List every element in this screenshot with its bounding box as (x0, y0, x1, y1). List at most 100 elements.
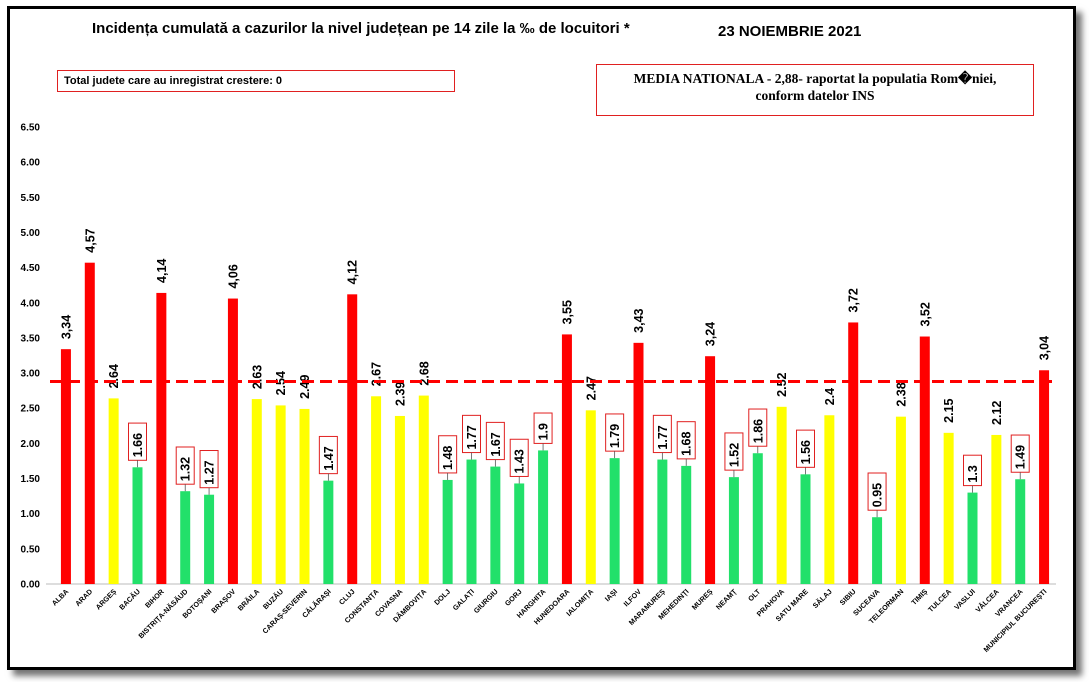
value-label: 0.95 (871, 483, 885, 507)
value-label: 2.12 (990, 401, 1004, 425)
value-label: 3,24 (704, 322, 718, 346)
value-label: 4,57 (83, 228, 97, 252)
bar (991, 434, 1002, 584)
value-label: 1.3 (966, 465, 980, 482)
bar (824, 415, 835, 584)
bar (776, 406, 787, 584)
category-label: GORJ (503, 587, 524, 608)
value-label: 2.39 (393, 382, 407, 406)
y-tick-label: 5.00 (21, 228, 41, 239)
bar (705, 356, 716, 584)
bar (275, 405, 286, 584)
value-label: 1.68 (680, 432, 694, 456)
bar (180, 491, 191, 584)
category-label: ARAD (73, 587, 94, 608)
bar (204, 494, 215, 584)
bar (752, 453, 763, 584)
bar (895, 416, 906, 584)
bar (394, 415, 405, 584)
value-label: 2.15 (942, 398, 956, 422)
bar (251, 399, 262, 584)
value-label: 1.52 (727, 443, 741, 467)
y-tick-label: 4.00 (21, 298, 41, 309)
value-label: 4,06 (226, 264, 240, 288)
bar (299, 408, 310, 584)
value-label: 1.43 (513, 449, 527, 473)
national-average-line1: MEDIA NATIONALA - 2,88- raportat la popu… (633, 71, 997, 86)
value-label: 3,52 (918, 302, 932, 326)
value-label: 1.49 (1014, 445, 1028, 469)
value-label: 3,55 (560, 300, 574, 324)
value-label: 2.64 (107, 364, 121, 388)
bar (681, 465, 692, 584)
bar (466, 459, 477, 584)
bar (1015, 479, 1026, 584)
category-label: CLUJ (337, 587, 357, 607)
value-label: 2.63 (250, 365, 264, 389)
value-label: 2.47 (584, 376, 598, 400)
bar (538, 450, 549, 584)
category-label: IAȘI (603, 587, 619, 603)
bar (728, 477, 739, 584)
bar (967, 492, 978, 584)
value-label: 1.79 (608, 424, 622, 448)
bar (633, 342, 644, 584)
value-label: 1.48 (441, 446, 455, 470)
bar (919, 336, 930, 584)
y-tick-label: 2.50 (21, 404, 41, 415)
bar (872, 517, 883, 584)
y-tick-label: 3.00 (21, 369, 41, 380)
bar (585, 410, 596, 584)
category-label: ILFOV (622, 587, 643, 608)
value-label: 1.27 (203, 460, 217, 484)
national-average-line2: conform datelor INS (755, 88, 875, 103)
value-label: 1.77 (465, 425, 479, 449)
value-label: 2.38 (894, 382, 908, 406)
value-label: 1.47 (322, 446, 336, 470)
increase-note-text: Total judete care au inregistrat crester… (64, 75, 283, 87)
bar (800, 474, 811, 584)
category-label: ALBA (50, 587, 70, 607)
category-label: GIURGIU (472, 587, 500, 615)
bar (156, 292, 167, 584)
chart-date: 23 NOIEMBRIE 2021 (718, 23, 862, 40)
category-label: BRĂILA (236, 587, 262, 613)
bar (514, 483, 525, 584)
value-label: 4,14 (155, 259, 169, 283)
bar (561, 334, 572, 584)
bar (227, 298, 238, 584)
bar (943, 432, 954, 584)
bar (323, 480, 334, 584)
bar (347, 294, 358, 584)
chart-title: Incidența cumulată a cazurilor la nivel … (92, 20, 630, 37)
category-label: MUREȘ (690, 587, 715, 612)
category-label: NEAMȚ (714, 587, 739, 612)
national-average-box: MEDIA NATIONALA - 2,88- raportat la popu… (596, 64, 1034, 116)
value-label: 1.9 (537, 423, 551, 440)
y-tick-label: 0.50 (21, 544, 41, 555)
value-label: 1.86 (751, 419, 765, 443)
y-tick-label: 0.00 (21, 580, 41, 591)
value-label: 3,43 (632, 308, 646, 332)
bar (490, 466, 501, 584)
value-label: 2.52 (775, 372, 789, 396)
y-tick-label: 6.50 (21, 123, 41, 134)
category-label: OLT (746, 587, 763, 604)
bar (1039, 370, 1050, 584)
value-label: 4,12 (346, 260, 360, 284)
value-label: 1.66 (131, 433, 145, 457)
category-label: SĂLAJ (811, 587, 834, 610)
bar (371, 396, 382, 584)
value-label: 3,04 (1038, 336, 1052, 360)
y-tick-label: 4.50 (21, 263, 41, 274)
value-label: 1.56 (799, 440, 813, 464)
y-tick-label: 5.50 (21, 193, 41, 204)
value-label: 3,72 (847, 288, 861, 312)
category-label: BRAȘOV (209, 587, 237, 615)
y-tick-label: 2.00 (21, 439, 41, 450)
bar (84, 262, 95, 584)
y-tick-label: 1.50 (21, 474, 41, 485)
bar (657, 459, 668, 584)
value-label: 2.49 (298, 375, 312, 399)
